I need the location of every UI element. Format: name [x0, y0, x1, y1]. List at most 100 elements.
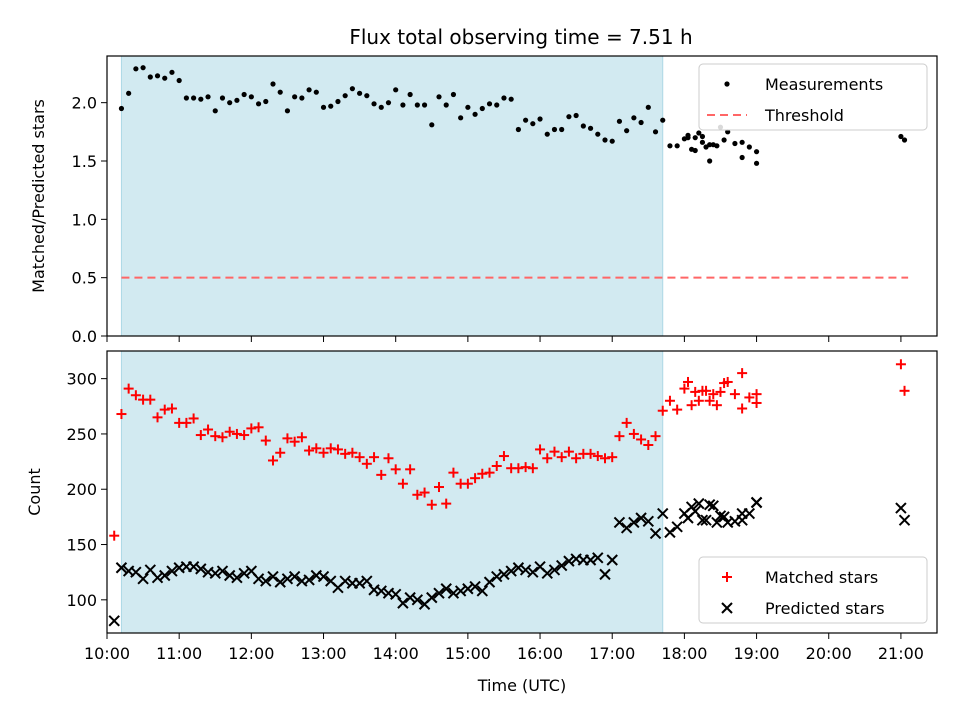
predicted-star-point-b	[397, 597, 409, 609]
matched-star-point	[711, 400, 722, 411]
measurement-point	[692, 135, 698, 141]
predicted-star-point	[711, 516, 723, 529]
matched-star-point	[361, 458, 372, 469]
measurement-point	[573, 112, 579, 119]
measurement-point	[450, 91, 457, 98]
measurement-point	[198, 96, 204, 102]
top-shaded-region	[120, 55, 664, 337]
measurement-point	[901, 137, 908, 143]
measurement-point	[241, 91, 247, 98]
predicted-star-point	[353, 577, 366, 589]
measurement-point	[342, 93, 348, 99]
predicted-star-point	[505, 565, 517, 577]
legend-label: Measurements	[765, 75, 883, 94]
predicted-star-point-b	[592, 552, 604, 564]
legend-marker-plus	[722, 572, 732, 582]
measurement-point	[692, 147, 698, 154]
matched-star-point	[672, 404, 683, 415]
predicted-star-point	[303, 574, 315, 586]
matched-star-point	[152, 412, 163, 423]
matched-star-point	[210, 431, 221, 442]
matched-star-point	[304, 445, 315, 456]
matched-star-point	[690, 386, 701, 397]
measurement-point	[299, 95, 305, 101]
matched-star-point	[419, 487, 430, 498]
measurement-point	[443, 102, 449, 108]
matched-star-point	[895, 359, 906, 370]
predicted-star-point	[527, 566, 539, 578]
predicted-star-point-b	[895, 502, 907, 514]
measurement-point	[234, 97, 240, 103]
matched-star-point	[571, 453, 582, 464]
measurement-point	[472, 111, 478, 117]
predicted-star-point	[620, 522, 633, 534]
matched-star-point	[123, 383, 134, 394]
matched-star-point	[253, 422, 264, 433]
predicted-star-point	[750, 496, 763, 509]
measurement-point	[407, 91, 413, 98]
bottom-x-ticks: 10:00 11:00 12:00 13:00 14:00 15:00 16:00 17:00…	[84, 633, 924, 663]
bottom-xtick-label: 12:00	[228, 644, 274, 663]
predicted-star-point-b	[613, 516, 626, 529]
matched-star-point	[340, 448, 351, 459]
matched-star-point	[260, 435, 271, 446]
matched-star-point	[751, 397, 762, 408]
matched-star-point	[719, 378, 730, 389]
top-x-ticks	[106, 336, 902, 342]
predicted-star-point	[642, 515, 655, 528]
matched-star-point	[697, 385, 708, 396]
legend-marker-x-b	[721, 602, 733, 614]
matched-star-point	[217, 432, 228, 443]
matched-star-point	[683, 376, 693, 387]
measurement-point	[270, 81, 276, 87]
matched-star-point	[527, 463, 538, 474]
predicted-star-point-b	[714, 510, 727, 522]
measurement-point	[714, 143, 720, 149]
measurement-point	[429, 122, 435, 128]
matched-star-point	[600, 453, 610, 464]
measurement-point	[566, 114, 572, 120]
bottom-xtick-label: 17:00	[589, 644, 635, 663]
matched-star-point	[203, 424, 214, 435]
predicted-star-point	[541, 567, 553, 579]
predicted-star-point-b	[642, 515, 655, 528]
measurement-point	[732, 140, 738, 147]
measurement-point	[595, 131, 601, 137]
matched-star-point	[491, 461, 502, 472]
matched-star-point	[585, 448, 596, 459]
predicted-star-point	[483, 576, 496, 588]
matched-star-point	[426, 499, 437, 510]
bottom-axes-frame	[106, 350, 938, 634]
predicted-star-point-b	[115, 562, 128, 574]
chart-title: Flux total observing time = 7.51 h	[349, 25, 692, 49]
top-panel: 0.00.51.01.52.0 Matched/Predicted stars …	[29, 55, 938, 346]
predicted-star-point	[584, 554, 597, 566]
matched-star-point	[246, 423, 257, 434]
measurement-point	[292, 94, 298, 100]
measurement-point	[335, 98, 341, 105]
predicted-star-point	[613, 516, 626, 529]
predicted-star-point-b	[231, 571, 243, 584]
matched-star-point	[643, 440, 654, 450]
predicted-star-point-b	[223, 569, 236, 582]
matched-star-point	[542, 453, 553, 464]
predicted-star-point-b	[166, 565, 178, 577]
matched-star-point	[614, 431, 625, 442]
bottom-xtick-label: 20:00	[806, 644, 852, 663]
measurement-point	[559, 126, 565, 133]
measurement-point	[674, 143, 680, 149]
measurement-point	[183, 95, 189, 101]
measurement-point	[349, 86, 355, 92]
matched-star-point	[563, 446, 574, 457]
predicted-star-point-b	[483, 576, 496, 588]
measurement-point	[753, 160, 760, 166]
matched-star-point	[686, 400, 697, 411]
predicted-star-point	[397, 597, 409, 609]
matched-star-point	[737, 403, 748, 414]
matched-star-point	[166, 403, 177, 414]
predicted-star-point	[476, 585, 489, 597]
predicted-star-point	[389, 588, 402, 601]
measurement-point	[400, 102, 406, 108]
legend-marker-x	[721, 602, 733, 614]
matched-star-point	[369, 452, 380, 463]
